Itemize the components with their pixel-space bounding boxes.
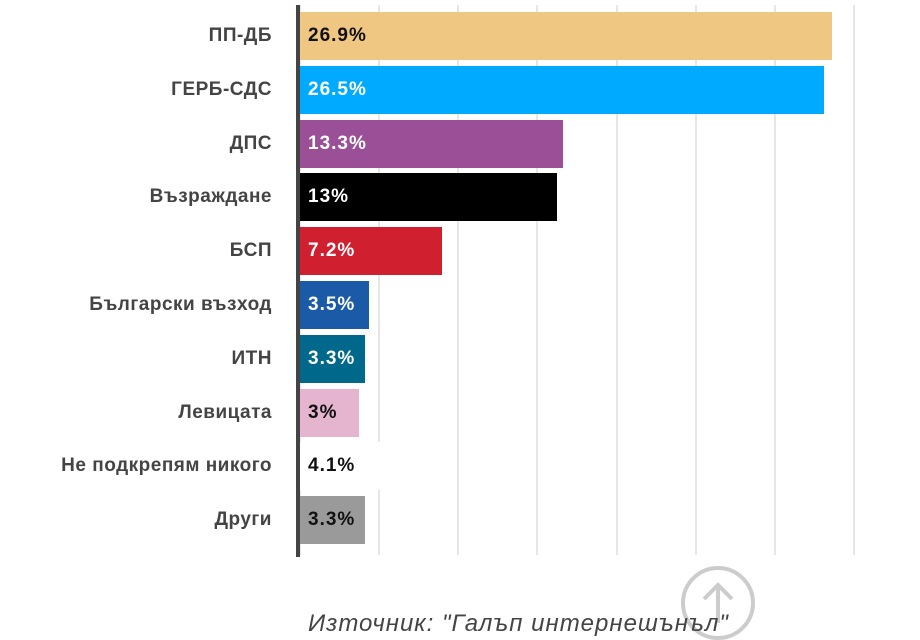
category-label: Български възход: [89, 293, 272, 315]
bar: [300, 65, 825, 114]
value-label: 7.2%: [308, 240, 356, 262]
category-label: ГЕРБ-СДС: [171, 78, 272, 100]
value-label: 3.3%: [308, 509, 356, 531]
grid-line: [773, 5, 776, 555]
value-label: 3%: [308, 401, 338, 423]
category-label: Левицата: [178, 401, 272, 423]
grid-line: [536, 5, 539, 555]
bar: [300, 496, 366, 545]
category-label: Не подкрепям никого: [61, 455, 272, 477]
category-label: БСП: [229, 240, 272, 262]
axis-line: [296, 5, 300, 557]
bar: [300, 173, 558, 222]
category-label: Други: [214, 509, 272, 531]
bar: [300, 119, 564, 168]
bar: [300, 442, 382, 491]
value-label: 3.5%: [308, 293, 356, 315]
value-label: 13%: [308, 186, 350, 208]
grid-line: [853, 5, 855, 555]
category-label: Възраждане: [149, 186, 272, 208]
grid-line: [299, 5, 301, 555]
bar: [300, 11, 833, 60]
value-label: 3.3%: [308, 347, 356, 369]
grid-line: [615, 5, 618, 555]
grid-line: [378, 5, 381, 555]
bar: [300, 280, 370, 329]
value-label: 13.3%: [308, 132, 367, 154]
scroll-up-icon[interactable]: [680, 565, 756, 640]
bar: [300, 388, 360, 437]
bar: [300, 334, 366, 383]
source-note: Източник: "Галъп интернешънъл": [308, 610, 729, 637]
value-label: 26.9%: [308, 24, 367, 46]
category-label: ДПС: [229, 132, 272, 154]
bar: [300, 227, 443, 276]
category-label: ИТН: [231, 347, 272, 369]
grid-line: [457, 5, 460, 555]
grid-line: [694, 5, 697, 555]
category-label: ПП-ДБ: [208, 24, 272, 46]
value-label: 26.5%: [308, 78, 367, 100]
value-label: 4.1%: [308, 455, 356, 477]
